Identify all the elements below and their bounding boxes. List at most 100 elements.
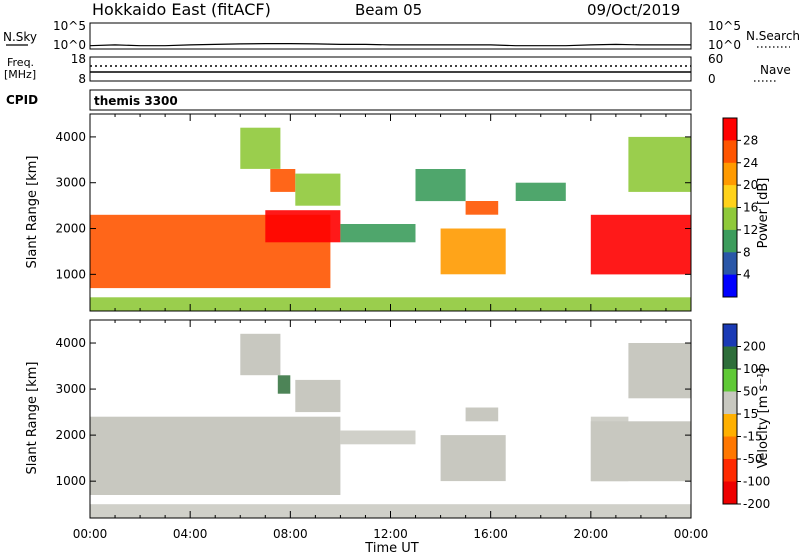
- velocity-echo-region-1: [240, 333, 281, 376]
- velocity-ylabel: Slant Range [km]: [25, 362, 40, 475]
- power-ylabel: Slant Range [km]: [25, 156, 40, 269]
- velocity-echoes: [90, 333, 691, 518]
- velocity-colorbar-swatch-5: [723, 436, 737, 460]
- power-ytick-label-3: 1000: [55, 267, 86, 281]
- freq-right-tick-bottom: 0: [708, 72, 716, 86]
- nsearch-label: N.Search: [746, 29, 800, 43]
- power-ytick-label-1: 3000: [55, 176, 86, 190]
- power-colorbar-label-3: 16: [743, 201, 758, 215]
- velocity-y-axis: 4000 3000 2000 1000: [55, 336, 691, 488]
- nsky-series-line: [89, 43, 691, 47]
- beam-title: Beam 05: [355, 1, 422, 19]
- x-tick-label-4: 16:00: [473, 527, 508, 541]
- station-title: Hokkaido East (fitACF): [92, 0, 271, 19]
- power-colorbar-label-4: 12: [743, 223, 758, 237]
- power-colorbar-swatch-6: [723, 252, 737, 276]
- nsky-left-tick-top: 10^5: [53, 19, 86, 33]
- velocity-colorbar-label-1: 100: [743, 362, 766, 376]
- freq-left-tick-top: 18: [71, 52, 86, 66]
- velocity-colorbar-label-7: -200: [743, 497, 770, 511]
- velocity-ytick-label-0: 4000: [55, 336, 86, 350]
- power-colorbar-swatch-4: [723, 207, 737, 231]
- freq-label: Freq.: [7, 56, 34, 69]
- velocity-colorbar-label-3: 15: [743, 407, 758, 421]
- velocity-echo-region-5: [440, 435, 506, 482]
- velocity-colorbar-swatch-0: [723, 324, 737, 347]
- velocity-colorbar-label: Velocity [m s⁻¹]: [756, 368, 771, 469]
- nsky-right-tick-top: 10^5: [708, 19, 741, 33]
- cpid-label: CPID: [6, 93, 38, 107]
- velocity-colorbar-label-4: -15: [743, 430, 763, 444]
- freq-frame: [89, 56, 692, 82]
- velocity-echo-region-8: [590, 416, 629, 482]
- nsky-panel: N.Sky 10^5 10^0 10^5 10^0 N.Search: [3, 19, 800, 52]
- power-echo-region-5: [340, 224, 416, 243]
- power-colorbar-label-5: 8: [743, 245, 751, 259]
- power-echo-region-11: [628, 136, 691, 192]
- power-ytick-label-2: 2000: [55, 222, 86, 236]
- power-echo-region-10: [590, 214, 691, 275]
- power-echoes: [90, 127, 691, 311]
- power-panel: 4000 3000 2000 1000 Slant Range [km] 28 24 20…: [25, 113, 771, 312]
- velocity-echo-region-2: [277, 375, 291, 394]
- x-tick-label-5: 20:00: [574, 527, 609, 541]
- power-echo-region-7: [440, 228, 506, 275]
- power-colorbar-swatch-3: [723, 185, 737, 208]
- power-echo-region-9: [515, 182, 566, 201]
- nsky-frame: [89, 22, 692, 50]
- power-colorbar-label-1: 24: [743, 156, 758, 170]
- x-tick-label-6: 00:00: [674, 527, 709, 541]
- cpid-frame: [89, 89, 692, 111]
- velocity-colorbar-swatch-1: [723, 346, 737, 370]
- freq-unit-label: [MHz]: [4, 68, 36, 81]
- velocity-colorbar-label-5: -50: [743, 452, 763, 466]
- freq-left-tick-bottom: 8: [78, 72, 86, 86]
- velocity-echo-region-4: [340, 430, 416, 445]
- date-title: 09/Oct/2019: [587, 1, 680, 19]
- x-tick-labels: 00:00 04:00 08:00 12:00 16:00 20:00 00:00: [73, 527, 709, 541]
- power-colorbar-swatch-2: [723, 162, 737, 186]
- nave-label: Nave: [760, 63, 791, 77]
- power-echo-region-2: [240, 127, 281, 169]
- nsky-label: N.Sky: [3, 30, 37, 44]
- velocity-ytick-label-2: 2000: [55, 428, 86, 442]
- power-colorbar-label: Power [dB]: [756, 178, 771, 249]
- power-colorbar-swatch-7: [723, 274, 737, 298]
- freq-panel: Freq. [MHz] 18 8 60 0 Nave: [4, 52, 791, 86]
- x-tick-label-3: 12:00: [373, 527, 408, 541]
- velocity-colorbar-label-0: 200: [743, 340, 766, 354]
- velocity-echo-region-9: [628, 343, 691, 399]
- power-x-ticks: [89, 114, 692, 311]
- velocity-echo-region-3: [295, 379, 341, 413]
- power-echo-region-6: [415, 169, 466, 202]
- cpid-panel: CPID themis 3300: [6, 89, 692, 111]
- velocity-panel: 4000 3000 2000 1000 Slant Range [km] 200 100…: [25, 319, 771, 519]
- x-tick-label-0: 00:00: [73, 527, 108, 541]
- power-colorbar: 28 24 20 16 12 8 4: [722, 117, 758, 298]
- power-colorbar-label-0: 28: [743, 133, 758, 147]
- velocity-colorbar-label-2: 50: [743, 385, 758, 399]
- velocity-colorbar-swatch-6: [723, 459, 737, 482]
- power-colorbar-label-6: 4: [743, 268, 751, 282]
- power-colorbar-label-2: 20: [743, 178, 758, 192]
- velocity-colorbar-swatch-4: [723, 414, 737, 437]
- power-echo-region-1: [265, 210, 341, 243]
- power-ytick-label-0: 4000: [55, 130, 86, 144]
- velocity-echo-region-6: [465, 407, 499, 422]
- power-echo-region-3: [270, 169, 296, 192]
- power-echo-region-8: [465, 201, 499, 215]
- velocity-x-ticks: [89, 320, 692, 518]
- x-tick-label-2: 08:00: [273, 527, 308, 541]
- velocity-echo-region-0: [90, 416, 341, 495]
- nsky-left-tick-bottom: 10^0: [53, 38, 86, 52]
- power-colorbar-swatch-5: [723, 229, 737, 253]
- velocity-colorbar-swatch-2: [723, 369, 737, 392]
- velocity-colorbar-label-6: -100: [743, 475, 770, 489]
- cpid-program: themis 3300: [94, 94, 178, 108]
- freq-right-tick-top: 60: [708, 52, 723, 66]
- velocity-ytick-label-1: 3000: [55, 382, 86, 396]
- power-echo-region-4: [295, 173, 341, 206]
- power-colorbar-swatch-1: [723, 140, 737, 164]
- power-colorbar-swatch-0: [723, 118, 737, 141]
